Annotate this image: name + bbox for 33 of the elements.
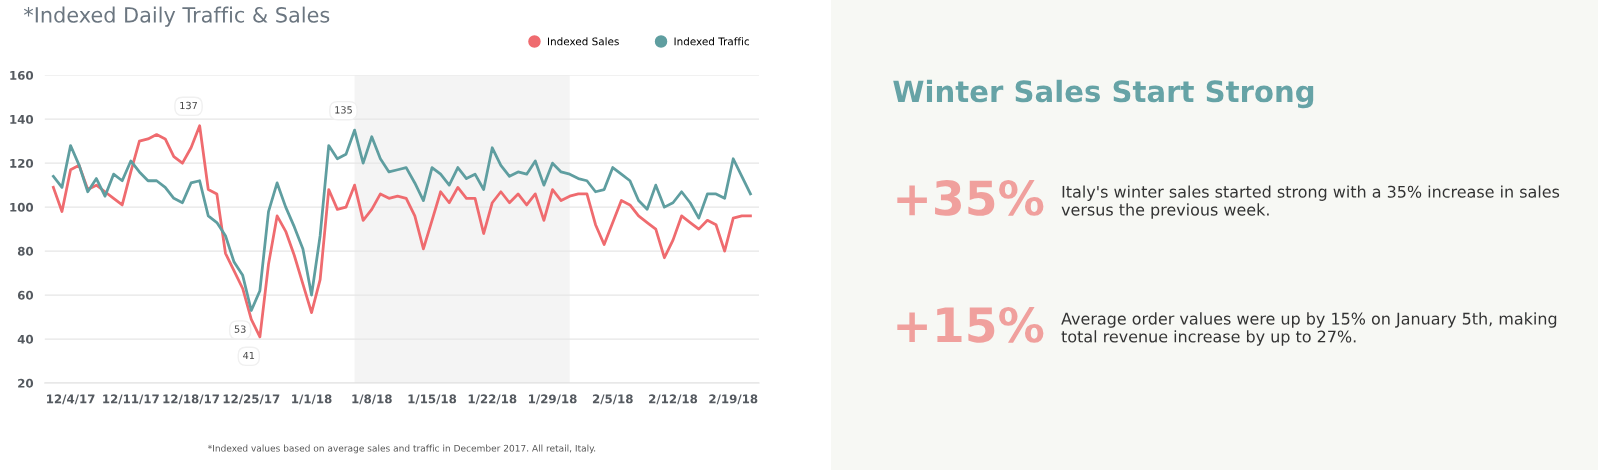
- x-tick-label: 12/11/17: [103, 394, 159, 405]
- x-tick-label: 2/5/18: [592, 394, 633, 405]
- y-tick-label: 20: [18, 378, 34, 388]
- chart-title: *Indexed Daily Traffic & Sales: [23, 6, 330, 27]
- y-tick-label: 140: [10, 114, 34, 124]
- annotation: 135: [335, 106, 352, 114]
- y-tick-label: 60: [17, 290, 34, 300]
- annotation: 53: [234, 325, 246, 333]
- x-tick-label: 12/18/17: [163, 394, 220, 405]
- text: +35%: [897, 180, 1044, 216]
- text: *Indexed values based on average sales and traffic in December 2017. All retail, Italy.: [207, 444, 596, 454]
- y-tick-label: 100: [10, 202, 34, 212]
- annotation: 137: [180, 101, 197, 110]
- x-tick-label: 12/4/17: [47, 394, 95, 405]
- y-tick-label: 120: [10, 158, 34, 168]
- x-tick-label: 1/29/18: [528, 394, 577, 405]
- y-tick-label: 160: [10, 70, 34, 80]
- x-tick-label: 1/1/18: [292, 394, 332, 405]
- text: Italy's winter sales started strong with a 35% increase in sales versus the previous week.: [1061, 185, 1560, 219]
- text: Winter Sales Start Strong: [893, 79, 1314, 109]
- legend-label: Indexed Traffic: [674, 37, 750, 46]
- y-tick-label: 40: [17, 334, 34, 344]
- x-tick-label: 1/8/18: [352, 394, 392, 405]
- x-tick-label: 2/19/18: [709, 394, 758, 405]
- x-tick-label: 1/15/18: [408, 394, 457, 405]
- y-tick-label: 80: [17, 246, 34, 256]
- annotation: 41: [243, 351, 255, 359]
- text: +15%: [897, 306, 1044, 343]
- legend-label: Indexed Sales: [547, 37, 619, 46]
- x-tick-label: 2/12/18: [649, 394, 698, 405]
- x-tick-label: 12/25/17: [223, 394, 280, 405]
- x-tick-label: 1/22/18: [468, 394, 517, 405]
- text: Average order values were up by 15% on January 5th, making total revenue increase by up to 27%.: [1061, 312, 1557, 346]
